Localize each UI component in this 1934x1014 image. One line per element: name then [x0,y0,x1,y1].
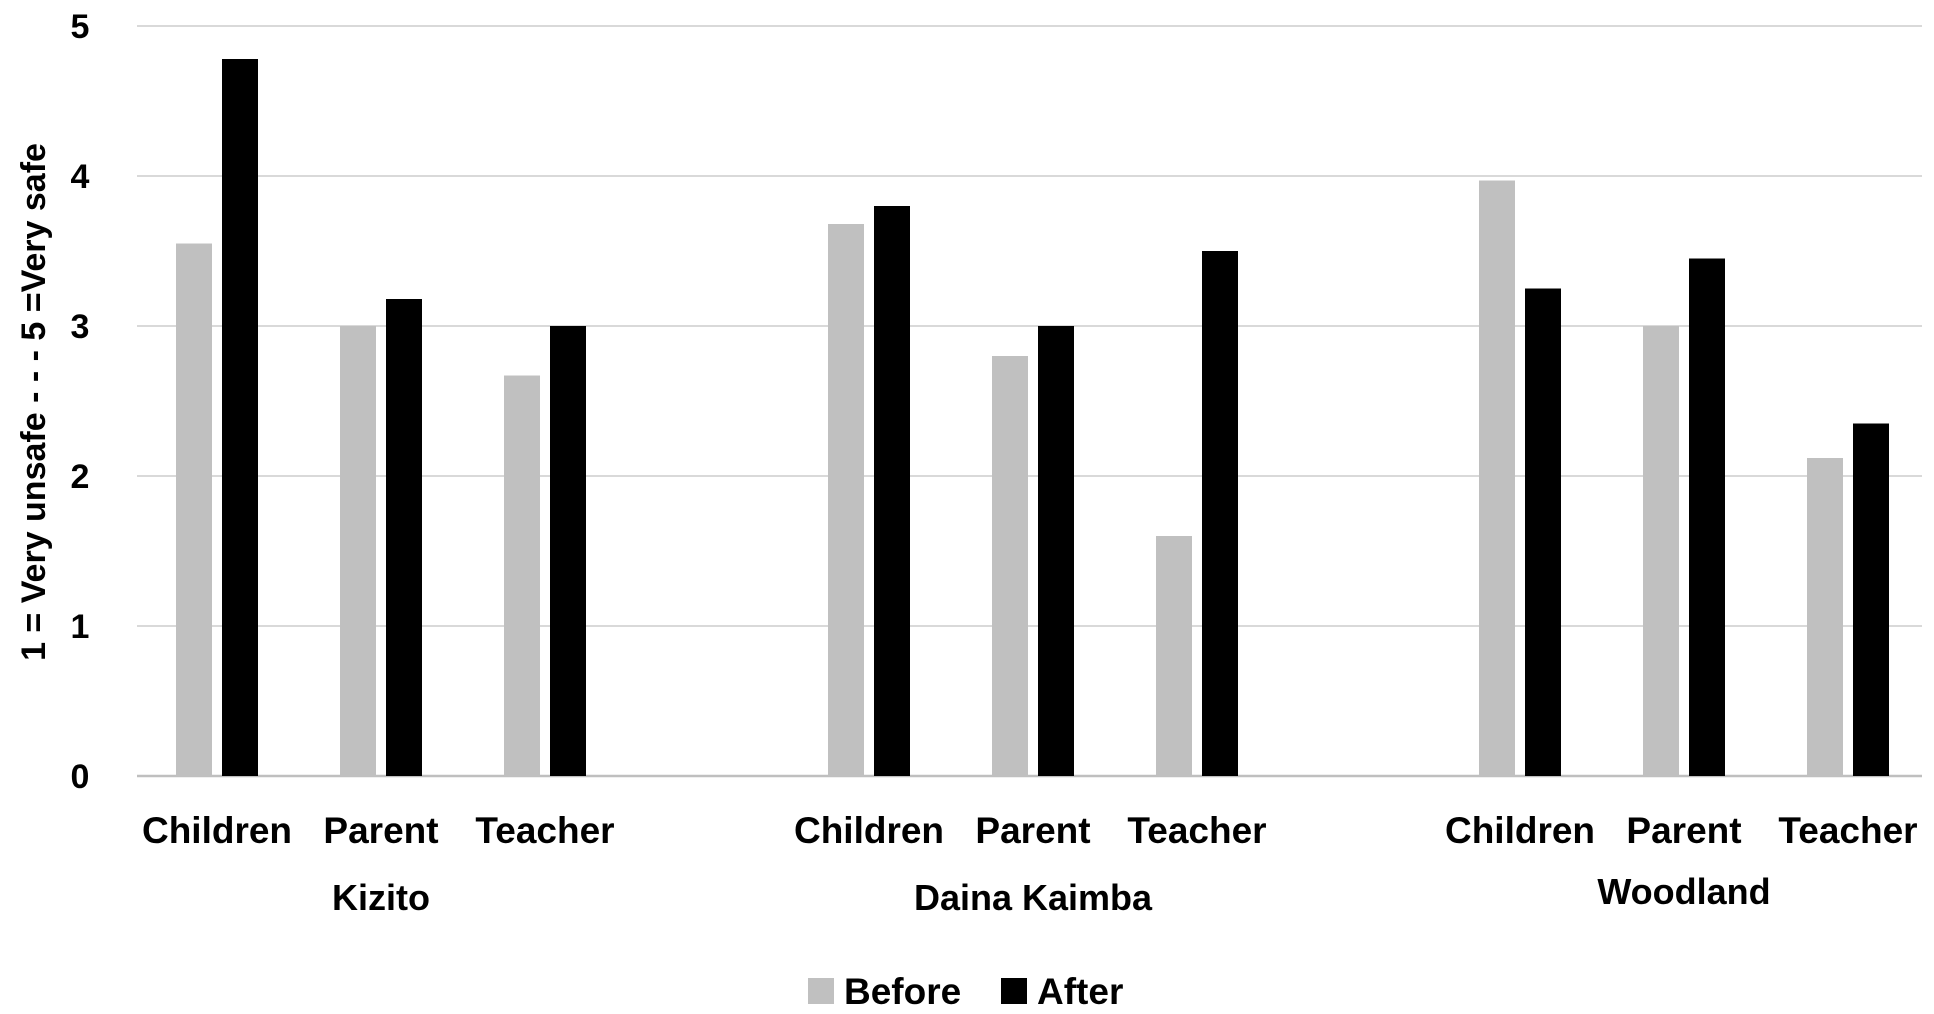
group-label: Kizito [332,877,430,918]
y-tick-label: 5 [71,8,90,46]
category-label: Parent [323,810,438,851]
y-tick-label: 2 [71,458,90,496]
legend-swatch [808,978,834,1004]
bar-after [874,206,910,776]
bar-before [1643,326,1679,776]
bar-before [1156,536,1192,776]
bar-after [222,59,258,776]
category-label: Parent [1626,810,1741,851]
bar-before [340,326,376,776]
category-label: Teacher [1127,810,1266,851]
bar-before [992,356,1028,776]
y-axis-ticks: 0 1 2 3 4 5 [71,8,90,796]
category-label: Children [794,810,944,851]
bar-before [1807,458,1843,776]
group-label: Daina Kaimba [914,877,1153,918]
y-tick-label: 4 [71,158,90,196]
bars [176,59,1889,776]
bar-after [1202,251,1238,776]
bar-before [504,375,540,776]
y-axis-label: 1 = Very unsafe - - - 5 =Very safe [15,143,53,661]
bar-after [550,326,586,776]
y-tick-label: 0 [71,758,90,796]
category-label: Children [1445,810,1595,851]
legend-label: Before [844,971,961,1012]
category-label: Parent [975,810,1090,851]
category-label: Children [142,810,292,851]
y-tick-label: 3 [71,308,90,346]
legend-swatch [1001,978,1027,1004]
group-labels: Kizito Daina Kaimba Woodland [332,871,1771,918]
gridlines [137,25,1922,778]
bar-after [1525,288,1561,776]
category-label: Teacher [1778,810,1917,851]
legend: Before After [808,971,1123,1012]
category-label: Teacher [475,810,614,851]
bar-after [1038,326,1074,776]
y-tick-label: 1 [71,608,90,646]
bar-before [828,224,864,776]
category-labels: Children Parent Teacher Children Parent Teach… [142,810,1918,851]
legend-label: After [1037,971,1123,1012]
group-label: Woodland [1597,871,1770,912]
bar-before [176,243,212,776]
bar-after [1853,423,1889,776]
bar-after [386,299,422,776]
bar-before [1479,180,1515,776]
bar-after [1689,258,1725,776]
